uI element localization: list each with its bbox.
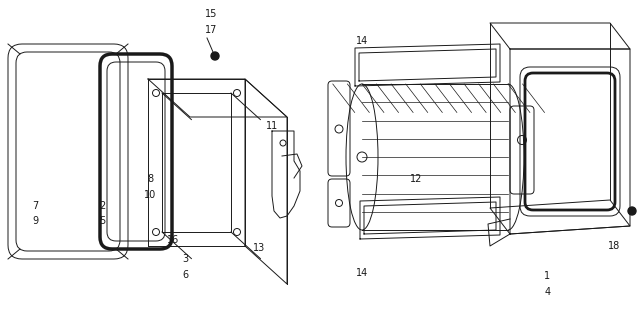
Text: 2: 2 [99,201,106,211]
Text: 4: 4 [544,287,550,297]
Text: 3: 3 [182,254,189,264]
Text: 1: 1 [544,271,550,281]
Text: 15: 15 [205,9,218,19]
Text: 16: 16 [166,235,179,245]
Text: 10: 10 [144,190,157,200]
Text: 17: 17 [205,25,218,35]
Text: 18: 18 [608,241,621,252]
Text: 14: 14 [355,36,368,46]
Text: 9: 9 [32,216,38,226]
Circle shape [628,207,636,215]
Text: 12: 12 [410,174,422,184]
Text: 6: 6 [182,270,189,280]
Text: 13: 13 [253,243,266,253]
Text: 14: 14 [355,268,368,278]
Text: 8: 8 [147,174,154,184]
Text: 5: 5 [99,216,106,226]
Text: 7: 7 [32,201,38,211]
Text: 11: 11 [266,121,278,131]
Circle shape [211,52,219,60]
